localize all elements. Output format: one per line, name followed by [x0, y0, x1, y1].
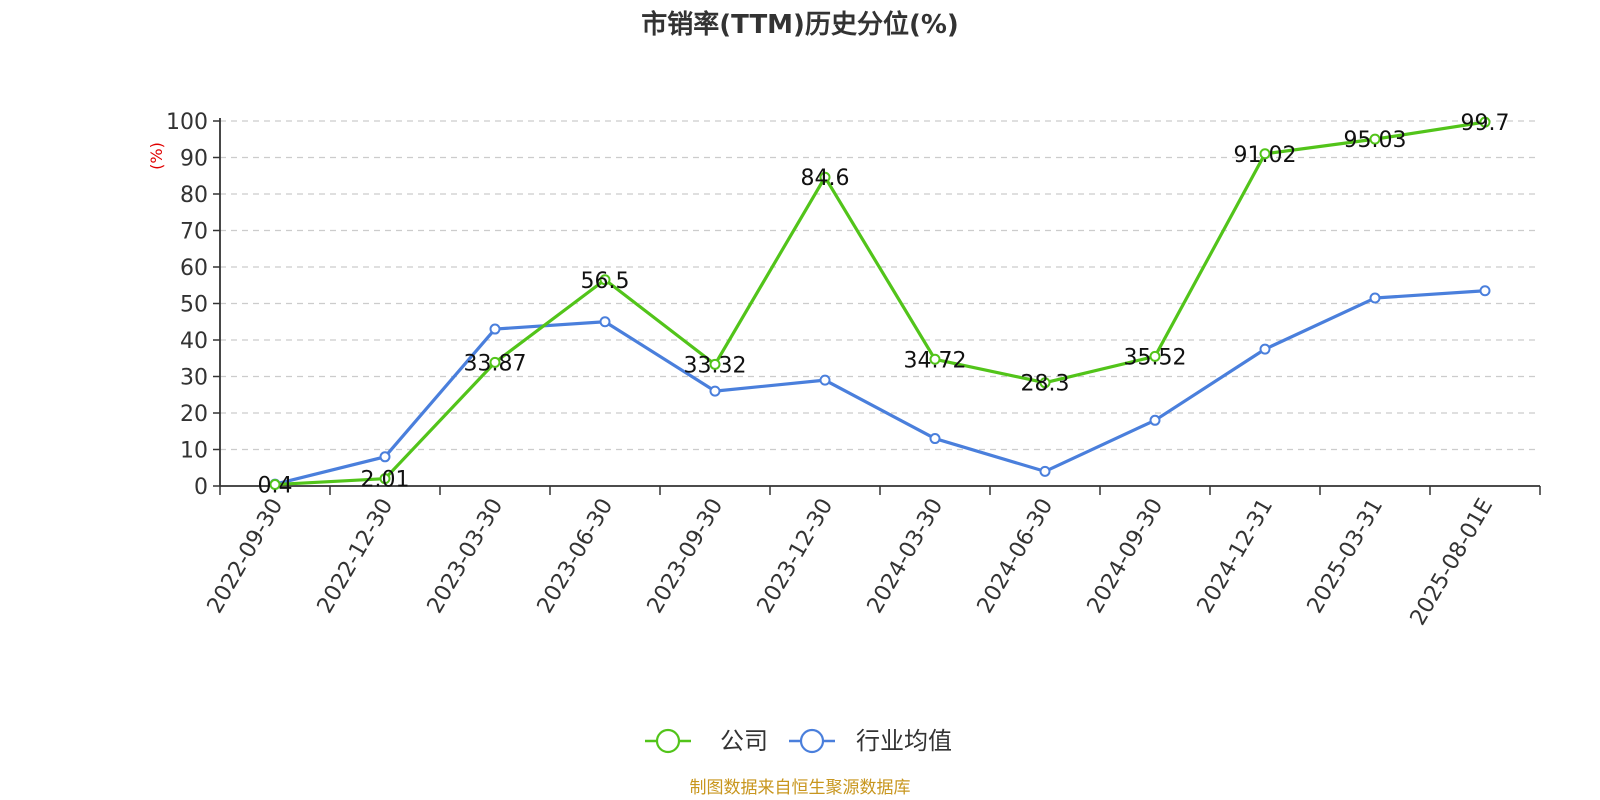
x-tick-label: 2023-09-30 — [643, 495, 729, 618]
data-label: 33.32 — [684, 353, 747, 378]
legend-label: 行业均值 — [856, 727, 952, 755]
legend-marker-icon — [655, 728, 681, 754]
legend[interactable]: 公司 行业均值 — [645, 727, 952, 755]
data-label: 33.87 — [464, 351, 527, 376]
y-tick-label: 40 — [180, 329, 208, 354]
x-tick-label: 2025-08-01E — [1406, 495, 1499, 630]
x-tick-label: 2022-12-30 — [313, 495, 399, 618]
y-tick-label: 30 — [180, 366, 208, 391]
legend-item[interactable]: 行业均值 — [789, 727, 952, 755]
data-label: 34.72 — [904, 348, 967, 373]
x-tick-label: 2023-03-30 — [423, 495, 509, 618]
x-tick-label: 2022-09-30 — [203, 495, 289, 618]
data-point — [599, 274, 611, 286]
data-label: 99.7 — [1461, 111, 1510, 136]
legend-item[interactable]: 公司 — [645, 727, 768, 755]
data-point — [599, 316, 611, 328]
data-point — [379, 473, 391, 485]
data-point — [1039, 377, 1051, 389]
y-tick-label: 80 — [180, 183, 208, 208]
data-label: 0.4 — [258, 474, 293, 499]
data-point — [1149, 350, 1161, 362]
x-tick-label: 2024-06-30 — [973, 495, 1059, 618]
data-point — [929, 433, 941, 445]
data-point — [1369, 292, 1381, 304]
y-tick-label: 50 — [180, 293, 208, 318]
data-point — [1479, 285, 1491, 297]
y-tick-label: 10 — [180, 439, 208, 464]
data-point — [1479, 116, 1491, 128]
data-point — [489, 323, 501, 335]
y-tick-label: 20 — [180, 402, 208, 427]
chart-title: 市销率(TTM)历史分位(%) — [641, 9, 959, 40]
data-label: 91.02 — [1234, 143, 1297, 168]
legend-label: 公司 — [720, 727, 768, 755]
series-line — [274, 289, 1486, 486]
x-tick-label: 2023-06-30 — [533, 495, 619, 618]
data-label: 56.5 — [581, 269, 630, 294]
data-labels: 0.4 2.01 33.87 56.5 33.32 84.6 34.72 28.3 35.52 9… — [258, 111, 1510, 498]
data-point — [489, 356, 501, 368]
data-point — [819, 171, 831, 183]
series-line — [274, 120, 1486, 487]
x-tick-label: 2024-09-30 — [1083, 495, 1169, 618]
series-layer — [269, 116, 1491, 491]
y-tick-label: 0 — [194, 475, 208, 500]
data-label: 2.01 — [361, 468, 410, 493]
data-label: 95.03 — [1344, 128, 1407, 153]
x-tick-label: 2024-03-30 — [863, 495, 949, 618]
data-point — [269, 479, 281, 491]
x-tick-label: 2023-12-30 — [753, 495, 839, 618]
data-label: 28.3 — [1021, 372, 1070, 397]
data-point — [1259, 148, 1271, 160]
x-tick-label: 2025-03-31 — [1303, 495, 1389, 618]
grid-lines — [220, 120, 1540, 451]
data-label: 35.52 — [1124, 345, 1187, 370]
y-tick-label: 90 — [180, 147, 208, 172]
data-point — [709, 385, 721, 397]
data-point — [709, 358, 721, 370]
y-tick-label: 100 — [166, 110, 208, 135]
y-tick-label: 70 — [180, 220, 208, 245]
data-point — [1039, 465, 1051, 477]
data-point — [819, 374, 831, 386]
data-point — [379, 451, 391, 463]
legend-marker-icon — [799, 728, 825, 754]
data-point — [1369, 133, 1381, 145]
data-point — [1149, 414, 1161, 426]
data-point — [1259, 343, 1271, 355]
axes: 0 10 20 30 40 50 60 70 80 90 100 2022-09-30 2022-12-… — [166, 110, 1541, 630]
x-tick-label: 2024-12-31 — [1193, 495, 1279, 618]
y-tick-label: 60 — [180, 256, 208, 281]
data-point — [929, 353, 941, 365]
data-label: 84.6 — [801, 166, 850, 191]
source-note: 制图数据来自恒生聚源数据库 — [690, 778, 911, 798]
y-axis-unit: (%) — [147, 142, 166, 170]
